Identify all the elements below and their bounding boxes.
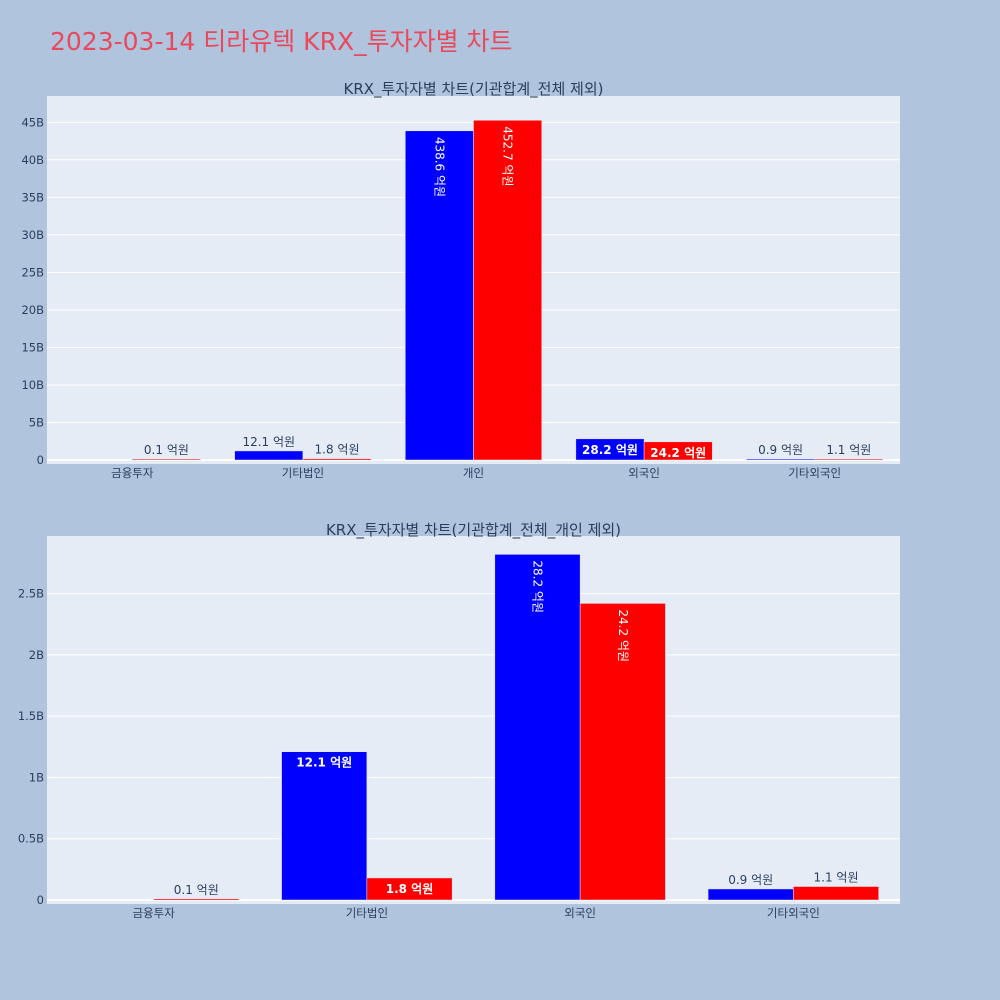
plot-area (47, 536, 900, 904)
bar (643, 441, 713, 461)
data-label: 12.1 억원 (296, 756, 352, 770)
y-tick-label: 25B (21, 265, 44, 279)
bar (234, 450, 304, 461)
x-tick-label: 기타법인 (346, 906, 388, 920)
bar (132, 458, 201, 461)
data-label: 1.1 억원 (814, 871, 859, 885)
y-tick-label: 10B (21, 378, 44, 392)
data-label: 28.2 억원 (582, 443, 638, 457)
data-label: 1.8 억원 (315, 443, 360, 457)
bar (746, 458, 815, 461)
bar (494, 554, 581, 901)
data-label: 0.9 억원 (728, 873, 773, 887)
y-tick-label: 20B (21, 303, 44, 317)
y-tick-label: 5B (29, 415, 44, 429)
data-label: 0.1 억원 (144, 443, 189, 457)
y-tick-label: 15B (21, 340, 44, 354)
y-tick-label: 2.5B (18, 587, 44, 601)
y-tick-label: 2B (29, 648, 44, 662)
chart-1: 0 5B 10B 15B 20B 25B 30B 35B 40B 45B KRX_투자자별 차트(기… (21, 80, 900, 480)
y-tick-label: 1B (29, 770, 44, 784)
bar (281, 751, 368, 901)
y-tick-label: 0 (37, 453, 44, 467)
data-label: 24.2 억원 (616, 609, 630, 662)
data-label: 12.1 억원 (242, 435, 295, 449)
bar (793, 886, 879, 901)
data-label: 452.7 억원 (501, 126, 515, 186)
bar (405, 130, 474, 461)
y-tick-label: 30B (21, 228, 44, 242)
chart-title: KRX_투자자별 차트(기관합계_전체_개인 제외) (326, 521, 621, 540)
chart-title: KRX_투자자별 차트(기관합계_전체 제외) (344, 80, 604, 99)
x-tick-label: 외국인 (564, 906, 596, 920)
data-label: 24.2 억원 (650, 446, 706, 460)
y-tick-label: 0 (37, 893, 44, 907)
y-tick-label: 1.5B (18, 709, 44, 723)
x-tick-label: 개인 (463, 466, 484, 480)
data-label: 0.1 억원 (174, 883, 219, 897)
x-tick-label: 기타법인 (282, 466, 324, 480)
x-tick-label: 기타외국인 (767, 906, 820, 920)
chart-2: 0 0.5B 1B 1.5B 2B 2.5B KRX_투자자별 차트(기관합계_전체_개인 … (18, 521, 900, 920)
data-label: 1.1 억원 (826, 443, 871, 457)
x-tick-label: 금융투자 (111, 466, 154, 480)
x-tick-label: 금융투자 (132, 906, 175, 920)
bar (707, 888, 794, 901)
data-label: 438.6 억원 (432, 137, 446, 197)
data-label: 0.9 억원 (758, 443, 803, 457)
data-label: 1.8 억원 (386, 882, 434, 896)
bar (579, 603, 666, 901)
y-tick-label: 45B (21, 115, 44, 129)
bar (153, 898, 240, 901)
bar (366, 877, 453, 901)
data-label: 28.2 억원 (530, 560, 544, 613)
y-tick-label: 40B (21, 153, 44, 167)
page-title: 2023-03-14 티라유텍 KRX_투자자별 차트 (50, 27, 513, 56)
bar (473, 119, 542, 461)
bar (302, 458, 372, 461)
x-tick-label: 기타외국인 (788, 466, 841, 480)
x-tick-label: 외국인 (628, 466, 660, 480)
y-tick-label: 0.5B (18, 832, 44, 846)
bar (814, 458, 884, 461)
y-tick-label: 35B (21, 190, 44, 204)
